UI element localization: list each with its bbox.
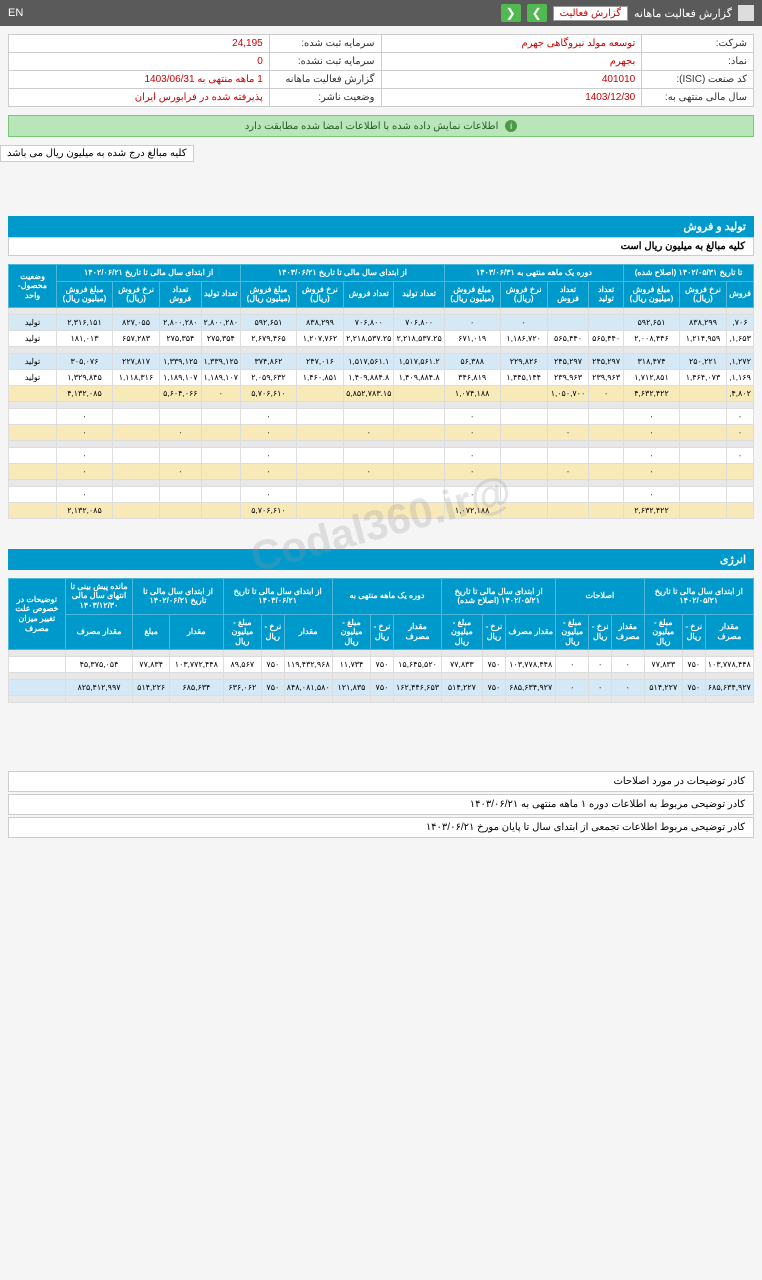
section1-sub: کلیه مبالغ به میلیون ریال است <box>8 237 754 256</box>
production-table: تا تاریخ ۱۴۰۲/۰۵/۳۱ (اصلاح شده)دوره یک م… <box>8 264 754 519</box>
nav-prev[interactable]: ❮ <box>501 4 521 22</box>
energy-table: از ابتدای سال مالی تا تاریخ ۱۴۰۲/۰۵/۲۱اص… <box>8 578 754 704</box>
alert-bar: i اطلاعات نمایش داده شده با اطلاعات امضا… <box>8 115 754 137</box>
status-box: گزارش فعالیت <box>553 6 628 21</box>
footer-box: کادر توضیحی مربوط اطلاعات تجمعی از ابتدا… <box>8 817 754 838</box>
doc-icon <box>738 5 754 21</box>
info-table: شرکت:توسعه مولد نیروگاهی جهرمسرمایه ثبت … <box>8 34 754 107</box>
table1-wrap: تا تاریخ ۱۴۰۲/۰۵/۳۱ (اصلاح شده)دوره یک م… <box>8 264 754 519</box>
table2-wrap: از ابتدای سال مالی تا تاریخ ۱۴۰۲/۰۵/۲۱اص… <box>8 578 754 704</box>
footer-boxes: کادر توضیحات در مورد اصلاحاتکادر توضیحی … <box>8 771 754 838</box>
alert-text: اطلاعات نمایش داده شده با اطلاعات امضا ش… <box>245 121 499 132</box>
nav-next[interactable]: ❯ <box>527 4 547 22</box>
footer-box: کادر توضیحات در مورد اصلاحات <box>8 771 754 792</box>
currency-note: کلیه مبالغ درج شده به میلیون ریال می باش… <box>0 145 194 162</box>
section1-header: تولید و فروش <box>8 216 754 237</box>
page-title: گزارش فعالیت ماهانه <box>634 7 732 20</box>
section2-header: انرژی <box>8 549 754 570</box>
lang-button[interactable]: EN <box>8 7 23 19</box>
topbar: گزارش فعالیت ماهانه گزارش فعالیت ❯ ❮ EN <box>0 0 762 26</box>
info-icon: i <box>505 120 517 132</box>
footer-box: کادر توضیحی مربوط به اطلاعات دوره ۱ ماهه… <box>8 794 754 815</box>
